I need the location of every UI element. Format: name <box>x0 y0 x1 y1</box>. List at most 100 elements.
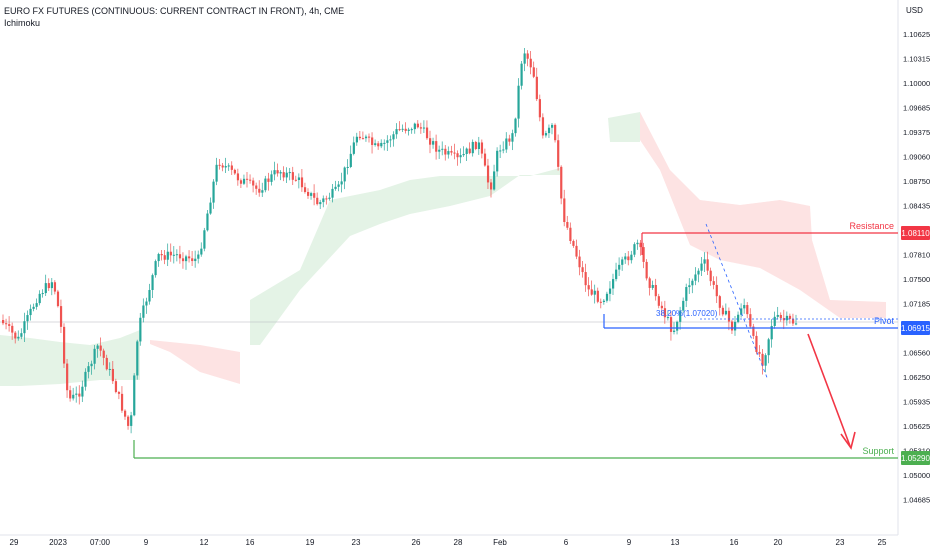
resistance-price-badge <box>901 226 930 240</box>
candle-body <box>740 308 743 315</box>
candle-body <box>605 293 609 301</box>
candle-body <box>557 140 560 167</box>
price-tick-label: 1.05000 <box>903 471 930 480</box>
candle-body <box>267 178 270 182</box>
candle-body <box>175 254 179 256</box>
price-tick-label: 1.09060 <box>903 153 930 162</box>
forecast-arrow-head <box>840 431 856 450</box>
candle-body <box>642 247 645 262</box>
candle-body <box>578 256 581 268</box>
candle-body <box>322 198 325 203</box>
candle-body <box>17 336 20 339</box>
candle-body <box>581 267 584 273</box>
candle-body <box>395 129 398 135</box>
candle-body <box>627 256 630 261</box>
candle-body <box>514 118 517 134</box>
fib-label: 38.20%(1.07020) <box>656 309 718 318</box>
candle-body <box>66 363 69 391</box>
candle-body <box>163 255 166 260</box>
time-tick-label: 6 <box>564 538 569 547</box>
candle-body <box>520 63 523 86</box>
candle-body <box>535 76 538 100</box>
candle-body <box>398 129 401 131</box>
candle-body <box>508 138 511 142</box>
candle-body <box>47 283 50 289</box>
candle-body <box>608 288 612 294</box>
candle-body <box>371 137 374 145</box>
candle-body <box>474 141 477 150</box>
candle-body <box>532 67 535 77</box>
candle-body <box>599 301 602 303</box>
candle-body <box>160 254 163 256</box>
candle-body <box>547 127 551 134</box>
candle-body <box>261 190 264 193</box>
candle-body <box>718 296 721 308</box>
price-tick-label: 1.09685 <box>903 104 930 113</box>
candle-body <box>734 321 737 331</box>
candle-body <box>676 321 679 331</box>
candle-body <box>468 148 471 154</box>
candle-body <box>462 153 465 156</box>
candle-body <box>593 290 596 295</box>
candle-body <box>279 172 282 174</box>
time-tick-label: 23 <box>352 538 361 547</box>
candle-body <box>178 254 182 259</box>
candle-body <box>538 99 541 118</box>
price-tick-label: 1.07185 <box>903 300 930 309</box>
candle-body <box>194 258 197 262</box>
candle-body <box>785 315 789 321</box>
candle-body <box>389 139 392 141</box>
candle-body <box>340 181 343 185</box>
candle-body <box>612 279 615 289</box>
candle-body <box>703 259 706 264</box>
candle-body <box>145 301 148 306</box>
candle-body <box>410 129 413 131</box>
candle-body <box>157 254 160 262</box>
candle-body <box>782 318 785 321</box>
candle-body <box>209 202 212 214</box>
candle-body <box>776 314 779 317</box>
candle-body <box>386 140 389 143</box>
candle-body <box>368 136 371 138</box>
candle-body <box>563 198 566 223</box>
candle-body <box>227 165 230 167</box>
time-tick-label: 16 <box>730 538 739 547</box>
price-tick-label: 1.06250 <box>903 373 930 382</box>
candle-body <box>685 287 688 301</box>
candle-body <box>407 129 410 131</box>
candle-body <box>148 289 151 302</box>
time-tick-label: 9 <box>144 538 149 547</box>
cloud-green-area <box>250 168 560 345</box>
candle-body <box>127 416 130 426</box>
candle-body <box>618 264 621 270</box>
candle-body <box>294 179 297 181</box>
candle-body <box>691 280 694 286</box>
candle-body <box>249 179 252 181</box>
time-tick-label: 19 <box>306 538 315 547</box>
candle-body <box>102 350 105 358</box>
candle-body <box>429 138 432 145</box>
price-tick-label: 1.06560 <box>903 349 930 358</box>
candle-body <box>480 142 484 154</box>
cloud-green-area <box>608 112 640 142</box>
candle-body <box>749 314 752 327</box>
candle-body <box>239 180 243 184</box>
candle-body <box>773 316 776 326</box>
candle-body <box>169 251 172 256</box>
candle-body <box>737 314 740 322</box>
currency-label: USD <box>906 6 923 15</box>
candle-body <box>441 148 444 150</box>
candle-body <box>300 177 304 188</box>
candle-body <box>795 323 798 325</box>
candle-body <box>700 263 703 271</box>
candle-body <box>624 256 627 260</box>
candle-body <box>438 149 441 152</box>
candle-body <box>233 169 236 174</box>
candle-body <box>459 155 462 158</box>
candle-body <box>87 366 90 372</box>
candle-body <box>258 188 261 193</box>
price-tick-label: 1.07810 <box>903 251 930 260</box>
chart-title: EURO FX FUTURES (CONTINUOUS: CURRENT CON… <box>4 6 345 16</box>
candle-body <box>313 193 316 198</box>
